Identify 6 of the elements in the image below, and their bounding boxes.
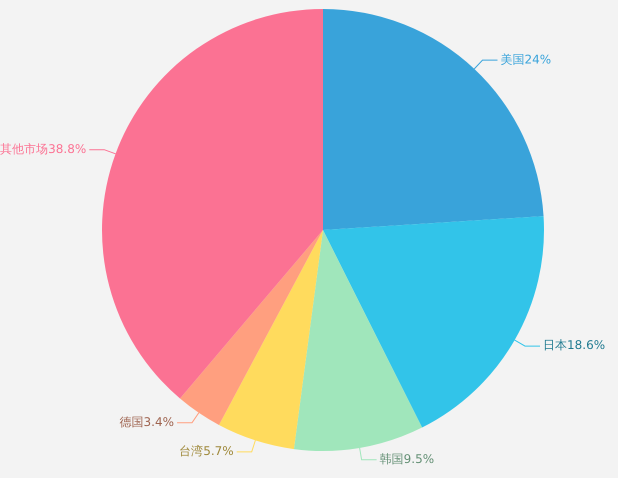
slice-label: 美国24%: [500, 52, 552, 66]
slice-label: 韩国9.5%: [380, 452, 434, 466]
slice-label: 台湾5.7%: [179, 444, 234, 458]
slice-label: 德国3.4%: [120, 414, 174, 429]
slice-label: 其他市场38.8%: [0, 142, 86, 156]
slice-label: 日本18.6%: [543, 338, 606, 352]
